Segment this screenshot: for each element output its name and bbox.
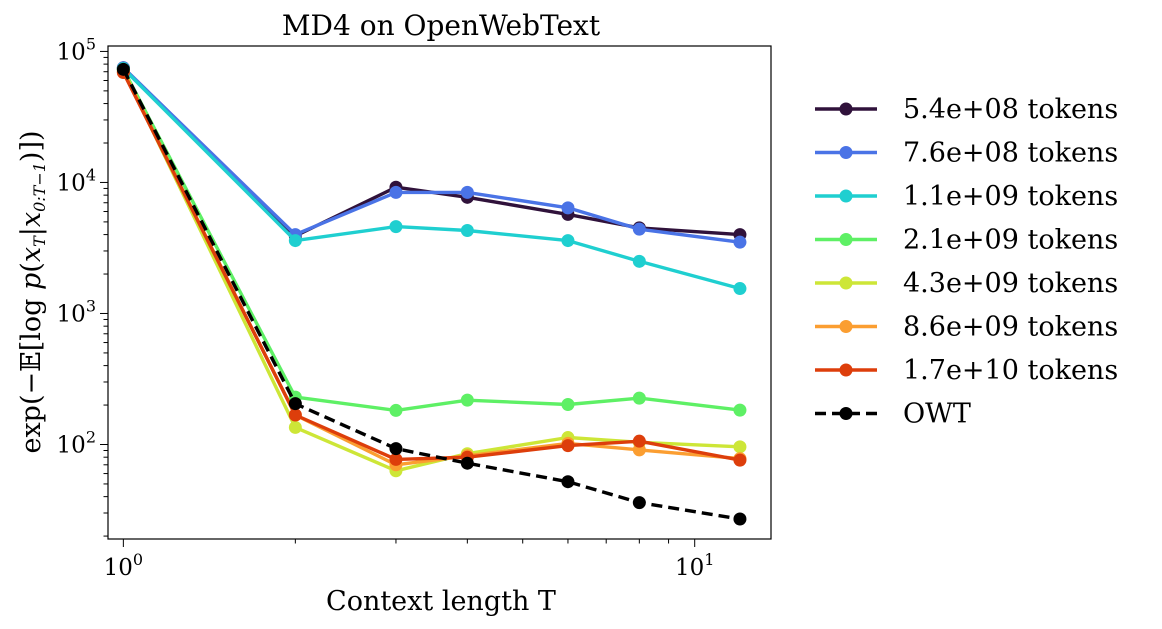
plot-frame [107,45,772,540]
data-point [561,234,575,248]
x-axis-title: Context length T [326,586,556,617]
legend-item: 2.1e+09 tokens [815,225,1118,256]
series-line [121,69,740,473]
x-tick-label: 101 [675,550,714,581]
legend-label: 1.1e+09 tokens [903,181,1118,212]
data-point [288,234,302,248]
data-point [733,235,747,249]
legend-swatch-marker [839,146,853,159]
data-point [288,408,302,422]
data-point [733,453,747,467]
legend-label: 8.6e+09 tokens [903,312,1118,343]
legend-label: 1.7e+10 tokens [903,355,1118,386]
data-point [389,220,403,234]
legend-item: 7.6e+08 tokens [815,138,1118,169]
data-point [733,440,747,454]
data-point [288,397,302,411]
x-tick-label: 100 [104,550,143,581]
legend: 5.4e+08 tokens 7.6e+08 tokens 1.1e+09 toke… [815,94,1118,430]
legend-swatch-marker [839,363,853,377]
series-7 [116,62,747,526]
data-point [733,512,747,526]
data-point [733,403,747,417]
x-axis: 100 101 [104,539,714,581]
data-point [561,439,575,453]
plot-area [107,45,772,540]
y-axis-title: exp(−𝔼[log p(xT|x0:T−1)]) [16,130,49,453]
data-point [389,442,403,456]
legend-item: OWT [815,399,971,430]
data-point [460,393,474,407]
data-point [460,185,474,199]
legend-swatch-marker [839,233,853,246]
series-2 [116,62,747,296]
data-point [460,223,474,237]
series-4 [116,63,747,478]
chart-title: MD4 on OpenWebText [282,9,601,42]
legend-label: 5.4e+08 tokens [903,94,1118,125]
series-line [121,68,741,413]
series-line [122,66,741,244]
legend-label: 4.3e+09 tokens [903,268,1118,299]
data-point [733,282,747,296]
y-tick-label: 104 [57,165,96,196]
series-5 [116,65,747,472]
legend-label: OWT [903,399,971,430]
data-point [389,403,403,417]
data-point [632,434,646,448]
data-point [632,496,646,510]
legend-swatch-marker [839,320,853,333]
data-point [561,475,575,489]
data-point [561,201,575,215]
legend-item: 1.7e+10 tokens [815,355,1118,386]
legend-label: 7.6e+08 tokens [903,138,1118,169]
series-line [121,71,741,462]
data-point [561,397,575,411]
legend-swatch-marker [839,189,853,203]
data-point [632,222,646,236]
y-tick-label: 102 [57,427,96,458]
data-point [632,254,646,268]
legend-swatch-marker [839,407,853,420]
y-axis-title-text: exp(−𝔼[log p(xT|x0:T−1)]) [16,130,49,453]
data-point [389,452,403,466]
y-axis: 102 103 104 105 [57,34,108,537]
legend-item: 4.3e+09 tokens [815,268,1118,299]
legend-swatch-marker [839,102,853,116]
data-point [632,391,646,405]
data-point [288,420,302,434]
data-point [389,185,403,199]
data-point [460,456,474,470]
series-line [122,66,741,238]
legend-item: 5.4e+08 tokens [815,94,1118,125]
y-tick-label: 105 [57,34,96,65]
y-tick-label: 103 [57,296,96,327]
legend-item: 8.6e+09 tokens [815,312,1118,343]
legend-swatch-marker [839,276,853,290]
legend-label: 2.1e+09 tokens [903,225,1118,256]
data-point [116,62,130,76]
legend-item: 1.1e+09 tokens [815,181,1118,212]
